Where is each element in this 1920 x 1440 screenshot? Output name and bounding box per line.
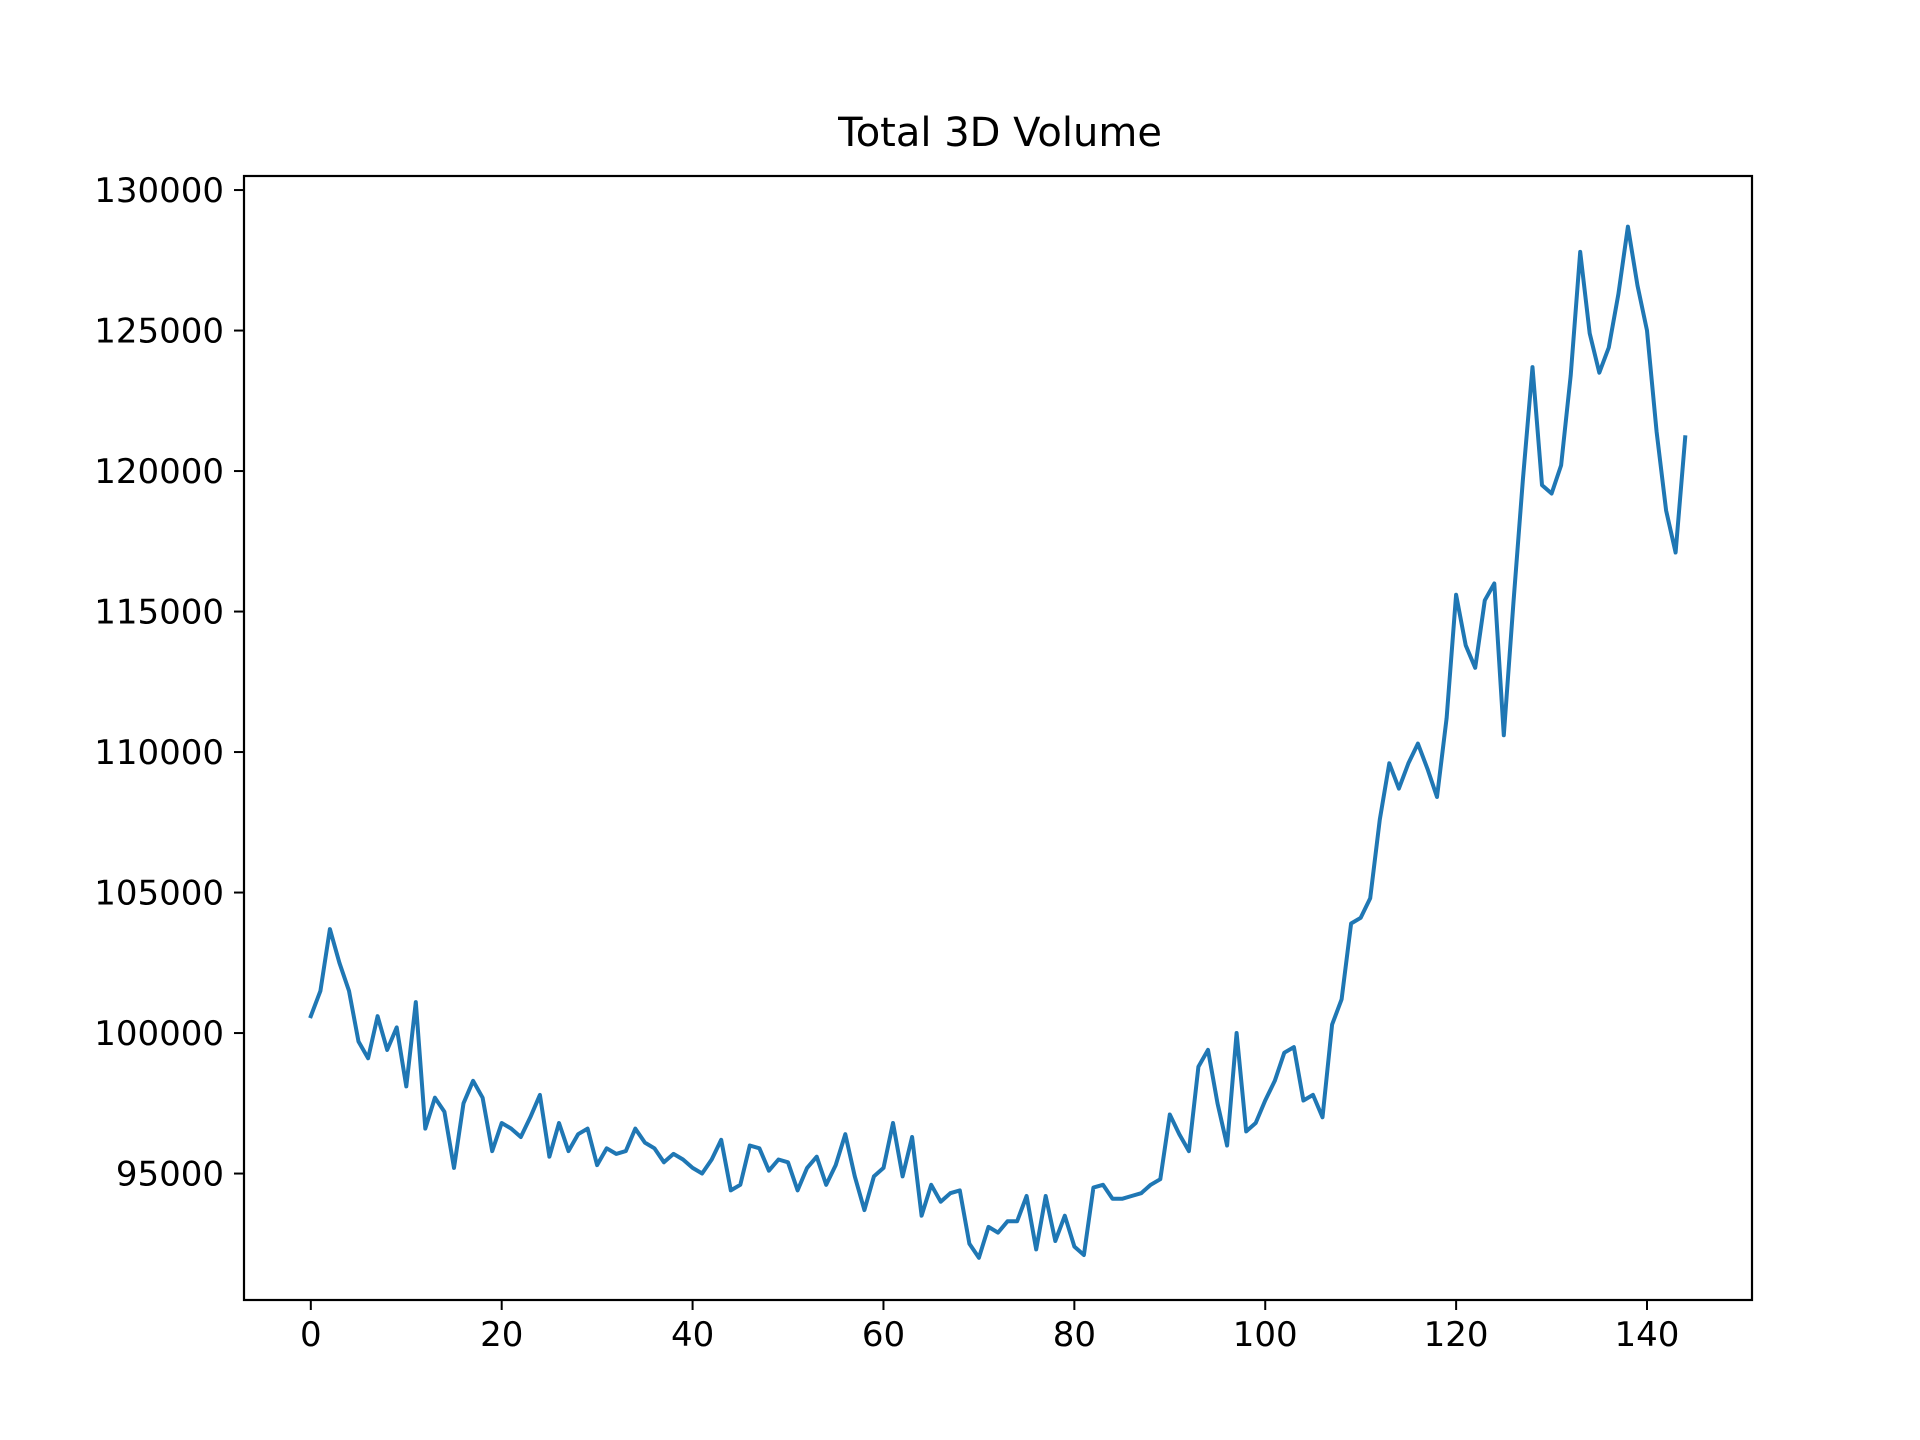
- y-axis: 95000 100000 105000 110000 115000 120000 12500…: [94, 171, 244, 1195]
- x-axis: 0 20 40 60 80 100 120 140: [300, 1300, 1679, 1355]
- x-tick-label: 0: [300, 1315, 322, 1355]
- y-tick-label: 120000: [94, 452, 224, 492]
- x-tick-label: 100: [1233, 1315, 1298, 1355]
- chart-title: Total 3D Volume: [837, 110, 1162, 156]
- y-tick-label: 95000: [116, 1155, 224, 1195]
- y-tick-label: 115000: [94, 593, 224, 633]
- x-tick-label: 80: [1053, 1315, 1096, 1355]
- y-tick-label: 105000: [94, 874, 224, 914]
- x-tick-label: 120: [1424, 1315, 1489, 1355]
- x-tick-label: 140: [1615, 1315, 1680, 1355]
- y-tick-label: 110000: [94, 733, 224, 773]
- y-tick-label: 125000: [94, 312, 224, 352]
- y-tick-label: 100000: [94, 1014, 224, 1054]
- x-tick-label: 60: [862, 1315, 905, 1355]
- plot-frame: [242, 174, 1754, 1302]
- y-tick-label: 130000: [94, 171, 224, 211]
- series-line: [308, 224, 1688, 1260]
- series-layer: [308, 224, 1688, 1260]
- x-tick-label: 20: [480, 1315, 523, 1355]
- x-tick-label: 40: [671, 1315, 714, 1355]
